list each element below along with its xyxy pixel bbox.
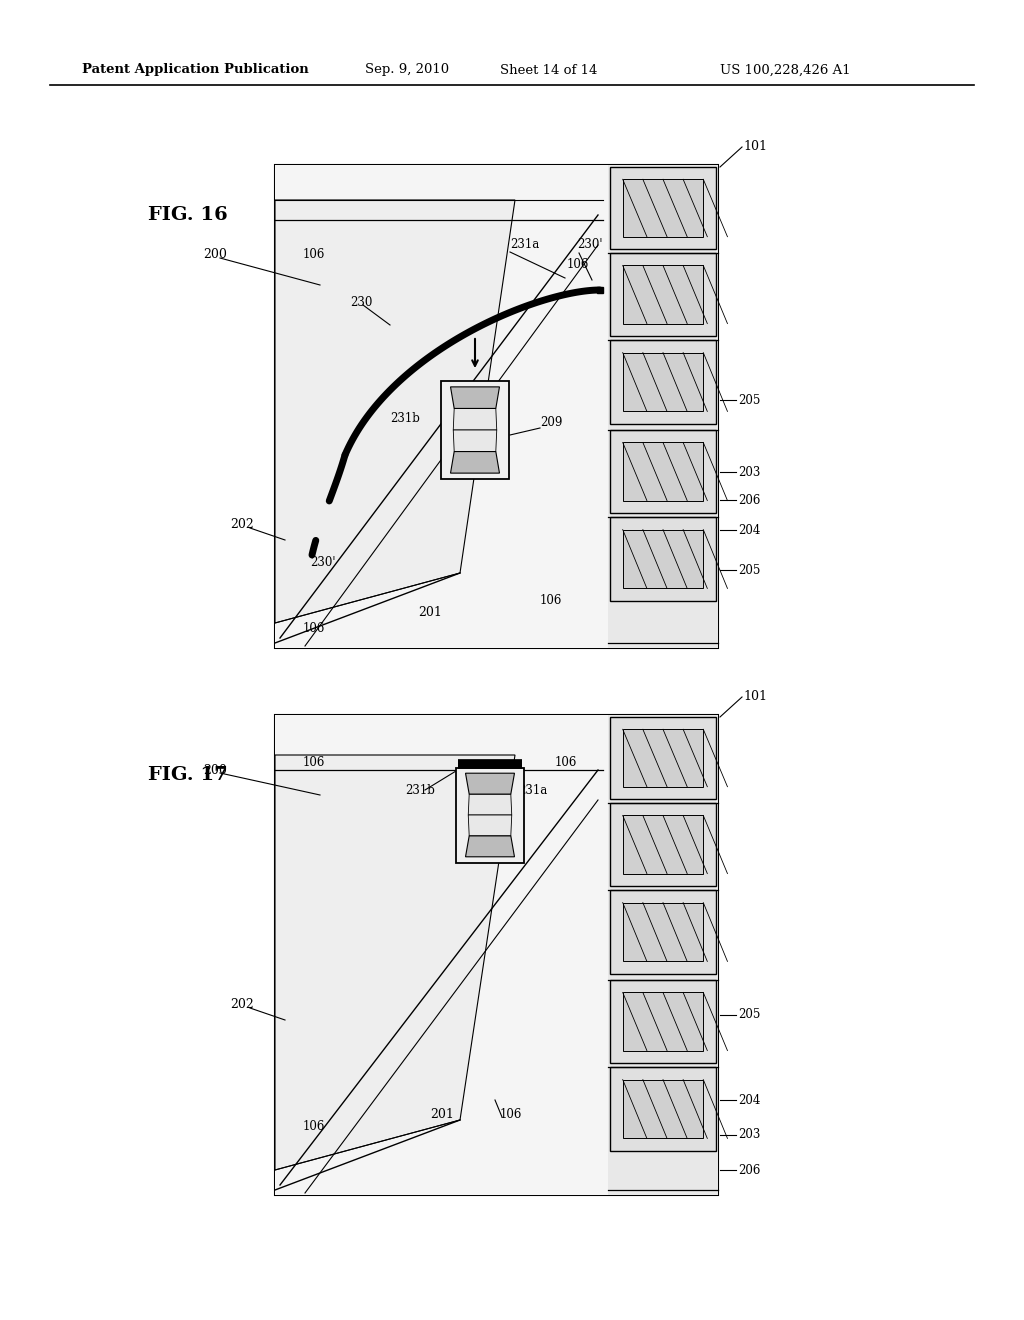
Text: 209: 209	[540, 416, 562, 429]
Polygon shape	[468, 814, 512, 836]
Polygon shape	[275, 165, 608, 648]
Text: US 100,228,426 A1: US 100,228,426 A1	[720, 63, 851, 77]
Text: 205: 205	[738, 393, 761, 407]
Polygon shape	[623, 729, 703, 787]
Polygon shape	[466, 836, 514, 857]
Polygon shape	[466, 774, 514, 795]
Polygon shape	[275, 755, 515, 1170]
Text: 106: 106	[303, 248, 326, 261]
Text: 231a: 231a	[518, 784, 547, 796]
Polygon shape	[454, 408, 497, 430]
Text: 230': 230'	[310, 556, 336, 569]
Polygon shape	[454, 430, 497, 451]
Text: 230: 230	[350, 296, 373, 309]
Polygon shape	[451, 387, 500, 408]
Polygon shape	[623, 529, 703, 589]
Text: 101: 101	[743, 140, 767, 153]
Text: 106: 106	[567, 259, 590, 272]
Text: 230: 230	[472, 776, 495, 789]
Text: 230': 230'	[577, 239, 602, 252]
Text: 106: 106	[500, 1109, 522, 1122]
Polygon shape	[623, 352, 703, 412]
Text: FIG. 17: FIG. 17	[148, 766, 227, 784]
Polygon shape	[623, 442, 703, 500]
Text: 203: 203	[738, 1129, 761, 1142]
Text: Sheet 14 of 14: Sheet 14 of 14	[500, 63, 597, 77]
Polygon shape	[610, 253, 716, 337]
Text: 200: 200	[203, 248, 227, 261]
Polygon shape	[610, 517, 716, 601]
Polygon shape	[610, 1067, 716, 1151]
Text: 203: 203	[738, 466, 761, 479]
Polygon shape	[456, 767, 524, 862]
Polygon shape	[610, 430, 716, 513]
Polygon shape	[608, 165, 718, 648]
Text: 106: 106	[303, 1121, 326, 1134]
Polygon shape	[275, 715, 718, 1195]
Polygon shape	[623, 265, 703, 323]
Text: 101: 101	[743, 690, 767, 704]
Text: 205: 205	[738, 1008, 761, 1022]
Text: 201: 201	[418, 606, 442, 619]
Polygon shape	[468, 795, 512, 814]
Polygon shape	[610, 341, 716, 424]
Polygon shape	[610, 979, 716, 1063]
Text: 231a: 231a	[510, 239, 540, 252]
Text: 202: 202	[230, 998, 254, 1011]
Polygon shape	[610, 717, 716, 799]
Polygon shape	[610, 890, 716, 974]
Text: 206: 206	[738, 1163, 761, 1176]
Polygon shape	[441, 381, 509, 479]
Text: 202: 202	[230, 519, 254, 532]
Text: 204: 204	[738, 1093, 761, 1106]
Polygon shape	[610, 803, 716, 886]
Polygon shape	[623, 993, 703, 1051]
Polygon shape	[623, 180, 703, 236]
Text: Sep. 9, 2010: Sep. 9, 2010	[365, 63, 450, 77]
Text: Patent Application Publication: Patent Application Publication	[82, 63, 309, 77]
Text: 201: 201	[430, 1109, 454, 1122]
Polygon shape	[275, 165, 718, 648]
Text: 231b: 231b	[390, 412, 420, 425]
Polygon shape	[610, 168, 716, 249]
Text: 106: 106	[540, 594, 562, 606]
Text: 205: 205	[738, 564, 761, 577]
Text: 106: 106	[555, 756, 578, 770]
Text: 204: 204	[738, 524, 761, 536]
Text: 106: 106	[303, 622, 326, 635]
Text: FIG. 16: FIG. 16	[148, 206, 227, 224]
Text: 206: 206	[738, 494, 761, 507]
Polygon shape	[623, 816, 703, 874]
Text: 231b: 231b	[406, 784, 435, 796]
Polygon shape	[608, 715, 718, 1195]
Polygon shape	[275, 201, 515, 623]
Polygon shape	[623, 903, 703, 961]
Polygon shape	[623, 1080, 703, 1138]
Polygon shape	[275, 715, 608, 1195]
Polygon shape	[451, 451, 500, 473]
Text: 106: 106	[303, 756, 326, 770]
Text: 200: 200	[203, 763, 227, 776]
